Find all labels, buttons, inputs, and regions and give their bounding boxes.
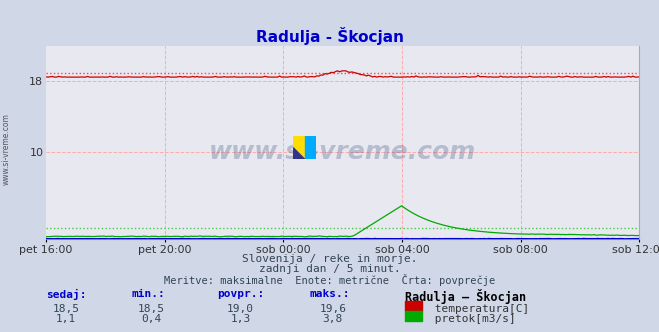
- Text: zadnji dan / 5 minut.: zadnji dan / 5 minut.: [258, 264, 401, 274]
- Text: 18,5: 18,5: [138, 304, 165, 314]
- Text: Slovenija / reke in morje.: Slovenija / reke in morje.: [242, 254, 417, 264]
- Text: 19,0: 19,0: [227, 304, 254, 314]
- Text: Radulja - Škocjan: Radulja - Škocjan: [256, 27, 403, 44]
- Text: pretok[m3/s]: pretok[m3/s]: [428, 314, 516, 324]
- Text: 3,8: 3,8: [323, 314, 343, 324]
- Text: temperatura[C]: temperatura[C]: [428, 304, 530, 314]
- Text: 0,4: 0,4: [142, 314, 161, 324]
- Text: 18,5: 18,5: [53, 304, 79, 314]
- Bar: [304, 136, 316, 159]
- Text: 19,6: 19,6: [320, 304, 346, 314]
- Text: povpr.:: povpr.:: [217, 289, 265, 299]
- Text: sedaj:: sedaj:: [46, 289, 86, 300]
- Polygon shape: [293, 148, 304, 159]
- Text: 1,3: 1,3: [231, 314, 250, 324]
- Text: www.si-vreme.com: www.si-vreme.com: [2, 114, 11, 185]
- Text: www.si-vreme.com: www.si-vreme.com: [209, 140, 476, 164]
- Bar: [293, 136, 304, 159]
- Text: min.:: min.:: [132, 289, 165, 299]
- Text: maks.:: maks.:: [310, 289, 350, 299]
- Text: 1,1: 1,1: [56, 314, 76, 324]
- Text: Meritve: maksimalne  Enote: metrične  Črta: povprečje: Meritve: maksimalne Enote: metrične Črta…: [164, 274, 495, 286]
- Text: Radulja – Škocjan: Radulja – Škocjan: [405, 289, 527, 304]
